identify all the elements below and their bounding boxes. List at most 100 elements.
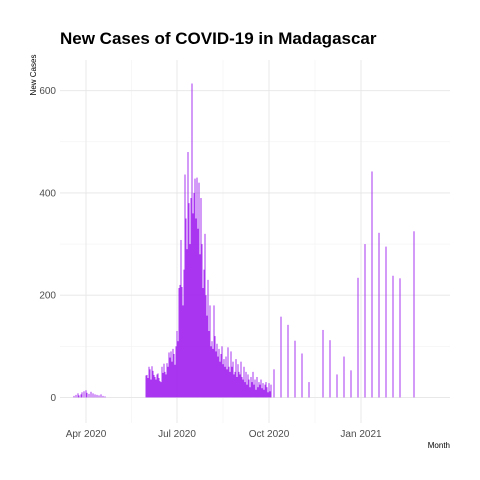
bar (262, 383, 264, 398)
bar (233, 374, 235, 398)
bar (181, 287, 183, 398)
bar (235, 359, 237, 398)
bar (163, 363, 165, 398)
bar (161, 366, 163, 398)
bar (73, 395, 75, 398)
bar (196, 177, 198, 398)
bar (80, 394, 82, 398)
bar (248, 379, 250, 398)
bar (184, 174, 186, 398)
bar (189, 244, 191, 398)
bar (239, 374, 241, 398)
bar (198, 182, 200, 398)
bar (176, 330, 178, 398)
bar (214, 336, 216, 398)
bar (204, 233, 206, 398)
bar (357, 277, 359, 398)
x-tick-label: Apr 2020 (66, 429, 107, 440)
bar (171, 361, 173, 398)
bar (153, 374, 155, 398)
bar (202, 288, 204, 398)
bars-group (73, 83, 415, 398)
bar (255, 389, 257, 398)
bar (164, 371, 166, 398)
bar (225, 356, 227, 398)
bar (156, 374, 158, 398)
bar (187, 152, 189, 398)
bar (229, 371, 231, 398)
y-tick-label: 400 (39, 188, 56, 199)
bar (219, 361, 221, 398)
bar (186, 249, 188, 398)
y-tick-label: 0 (50, 393, 56, 404)
x-axis-title: Month (428, 441, 450, 450)
bar (177, 341, 179, 398)
bar (223, 359, 225, 398)
bar (145, 375, 147, 398)
bar (218, 348, 220, 398)
bar (256, 376, 258, 398)
bar (152, 370, 154, 398)
bar (269, 391, 271, 398)
bar (193, 192, 195, 398)
bar (273, 369, 275, 398)
bar (172, 348, 174, 398)
bar (267, 392, 269, 398)
bar (265, 382, 267, 398)
bar (158, 378, 160, 398)
bar (149, 369, 151, 398)
bar (170, 351, 172, 398)
bar (96, 394, 98, 398)
y-axis-title: New Cases (29, 55, 38, 96)
bar (222, 364, 224, 398)
bar (268, 383, 270, 398)
bar (251, 382, 253, 398)
bar (208, 330, 210, 398)
bar (92, 393, 94, 398)
bar (228, 366, 230, 398)
bar (210, 346, 212, 398)
bar (241, 376, 243, 398)
bar (81, 392, 83, 398)
bar (98, 395, 100, 398)
bar (104, 396, 106, 398)
bar (166, 363, 168, 398)
bar (168, 352, 170, 398)
bar (180, 239, 182, 398)
bar (146, 374, 148, 398)
y-tick-label: 200 (39, 291, 56, 302)
bar (264, 384, 266, 398)
bar (209, 305, 211, 398)
bar (280, 316, 282, 398)
bar (157, 373, 159, 398)
bar (77, 393, 79, 398)
x-tick-label: Jan 2021 (340, 429, 382, 440)
bar (215, 351, 217, 398)
bar (224, 366, 226, 398)
bar (252, 371, 254, 398)
bar (195, 218, 197, 398)
bar (188, 203, 190, 398)
bar (250, 376, 252, 398)
bar (231, 366, 233, 398)
bar (159, 381, 161, 398)
bar (221, 346, 223, 398)
bar (78, 395, 80, 398)
bar (83, 391, 85, 398)
bar (185, 218, 187, 398)
bar (191, 83, 193, 398)
bar (230, 351, 232, 398)
bar (243, 366, 245, 398)
bar (174, 364, 176, 398)
bar (88, 393, 90, 398)
bar (254, 379, 256, 398)
bar (213, 305, 215, 398)
y-tick-label: 600 (39, 86, 56, 97)
bar (155, 379, 157, 398)
bar (322, 329, 324, 398)
bar (234, 371, 236, 398)
bar (227, 347, 229, 398)
x-tick-label: Jul 2020 (158, 429, 196, 440)
bar (100, 394, 102, 398)
